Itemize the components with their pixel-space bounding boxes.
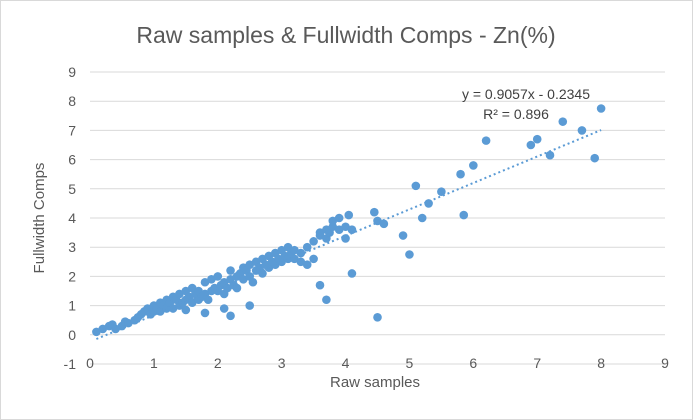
- data-point: [200, 277, 210, 287]
- data-point: [341, 234, 350, 243]
- data-point: [181, 305, 191, 315]
- data-point: [545, 150, 555, 160]
- data-point: [226, 266, 235, 275]
- data-point: [315, 280, 325, 290]
- data-point: [245, 301, 255, 310]
- y-tick-label: 5: [68, 181, 76, 197]
- data-point: [526, 140, 536, 150]
- data-point: [175, 289, 184, 299]
- y-tick-label: 3: [68, 239, 76, 255]
- y-tick-label: -1: [64, 356, 77, 372]
- data-point: [296, 257, 306, 267]
- data-point: [373, 216, 382, 226]
- y-tick-label: 2: [68, 268, 76, 284]
- data-point: [226, 311, 235, 321]
- trendline-equation: y = 0.9057x - 0.2345: [462, 86, 590, 102]
- x-tick-label: 3: [278, 355, 286, 371]
- data-point: [302, 242, 312, 252]
- data-point: [373, 312, 382, 322]
- data-point: [200, 308, 210, 318]
- trendline-r2: R² = 0.896: [483, 106, 549, 122]
- data-point: [577, 126, 587, 135]
- data-point: [411, 181, 421, 191]
- y-tick-label: 1: [68, 298, 76, 314]
- x-tick-label: 9: [661, 355, 669, 371]
- data-point: [481, 136, 491, 145]
- y-tick-label: 7: [68, 122, 76, 138]
- data-point: [459, 210, 469, 220]
- data-point: [370, 207, 379, 217]
- data-point: [302, 260, 312, 270]
- x-tick-label: 1: [150, 355, 158, 371]
- data-point: [456, 169, 465, 179]
- data-point: [290, 245, 299, 255]
- data-point: [347, 225, 357, 234]
- data-points: [92, 104, 606, 337]
- y-axis-title: Fullwidth Comps: [31, 163, 48, 274]
- data-point: [596, 104, 606, 113]
- data-point: [398, 231, 408, 240]
- data-point: [379, 219, 389, 229]
- y-tick-label: 8: [68, 93, 76, 109]
- data-point: [341, 222, 350, 232]
- data-point: [309, 237, 318, 246]
- data-point: [417, 213, 427, 223]
- data-point: [315, 228, 325, 237]
- data-point: [213, 272, 223, 281]
- data-point: [347, 269, 357, 278]
- data-point: [258, 269, 267, 278]
- x-tick-label: 7: [533, 355, 541, 371]
- data-point: [532, 134, 542, 144]
- data-point: [334, 225, 344, 234]
- data-point: [437, 187, 446, 197]
- chart-title: Raw samples & Fullwidth Comps - Zn(%): [136, 22, 555, 48]
- data-point: [334, 213, 344, 223]
- x-tick-label: 2: [214, 355, 222, 371]
- y-tick-label: 9: [68, 64, 76, 80]
- data-point: [219, 304, 229, 313]
- x-tick-label: 8: [597, 355, 605, 371]
- data-point: [245, 260, 255, 270]
- y-axis-ticks: -1 0 1 2 3 4 5 6 7 8 9: [64, 64, 77, 372]
- data-point: [98, 324, 108, 334]
- data-point: [328, 216, 338, 226]
- x-tick-label: 6: [469, 355, 477, 371]
- data-point: [223, 283, 232, 293]
- x-tick-label: 0: [86, 355, 94, 371]
- gridlines: [90, 71, 665, 365]
- data-point: [92, 327, 101, 337]
- data-point: [296, 248, 306, 258]
- data-point: [590, 153, 600, 163]
- data-point: [207, 275, 216, 284]
- y-tick-label: 6: [68, 152, 76, 168]
- trendline: [96, 129, 602, 340]
- data-point: [344, 210, 354, 220]
- data-point: [558, 117, 568, 126]
- data-point: [322, 295, 331, 305]
- x-axis-title: Raw samples: [330, 374, 420, 391]
- data-point: [203, 295, 213, 305]
- y-tick-label: 0: [68, 327, 76, 343]
- y-tick-label: 4: [68, 210, 76, 226]
- data-point: [111, 324, 120, 334]
- data-point: [469, 161, 478, 170]
- x-tick-label: 5: [406, 355, 414, 371]
- data-point: [405, 250, 414, 259]
- x-tick-label: 4: [342, 355, 350, 371]
- data-point: [232, 283, 242, 293]
- data-point: [248, 277, 258, 287]
- data-point: [309, 254, 318, 264]
- x-axis-ticks: 0 1 2 3 4 5 6 7 8 9: [86, 355, 669, 371]
